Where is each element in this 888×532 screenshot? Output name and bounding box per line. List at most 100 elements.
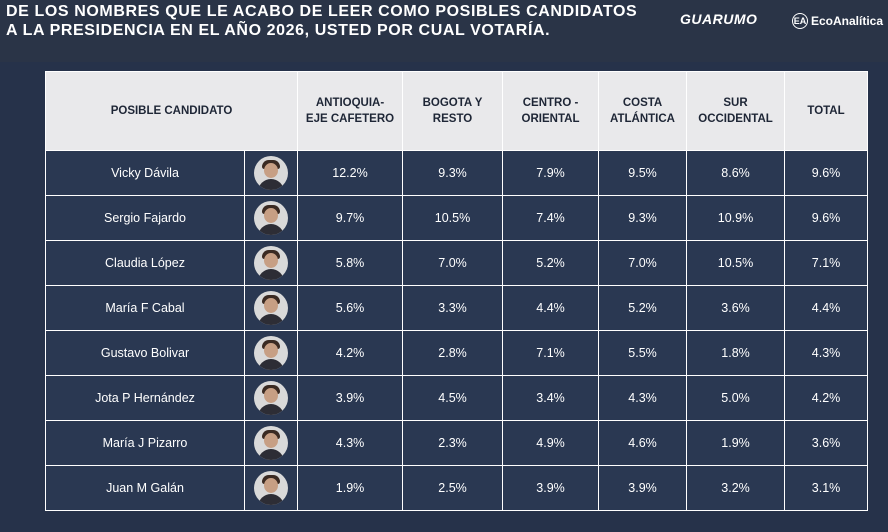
value-cell: 5.2% <box>598 285 688 331</box>
value-cell: 2.3% <box>402 420 504 466</box>
col-header-text: TOTAL <box>807 105 845 117</box>
value-cell: 9.7% <box>297 195 404 241</box>
value-cell: 7.4% <box>502 195 600 241</box>
value-cell: 3.6% <box>784 420 869 466</box>
candidate-name: Vicky Dávila <box>45 150 245 196</box>
table-row: Juan M Galán 1.9% 2.5% 3.9% 3.9% 3.2% 3.1% <box>45 465 869 511</box>
avatar-face <box>264 298 278 313</box>
col-header-text: ORIENTAL <box>521 113 580 125</box>
candidate-name: Gustavo Bolivar <box>45 330 245 376</box>
title-line-2: A LA PRESIDENCIA EN EL AÑO 2026, USTED P… <box>6 22 551 39</box>
value-cell: 3.3% <box>402 285 504 331</box>
value-cell: 8.6% <box>686 150 786 196</box>
value-cell: 7.0% <box>402 240 504 286</box>
value-cell: 10.9% <box>686 195 786 241</box>
candidate-name: María F Cabal <box>45 285 245 331</box>
value-cell: 9.3% <box>402 150 504 196</box>
value-cell: 4.9% <box>502 420 600 466</box>
candidate-avatar <box>254 471 288 505</box>
avatar-shoulders <box>258 179 284 190</box>
value-cell: 7.1% <box>784 240 869 286</box>
table-row: Vicky Dávila 12.2% 9.3% 7.9% 9.5% 8.6% 9.6% <box>45 150 869 196</box>
candidate-name: María J Pizarro <box>45 420 245 466</box>
candidate-photo-cell <box>243 420 299 466</box>
value-cell: 4.4% <box>784 285 869 331</box>
table-row: Sergio Fajardo 9.7% 10.5% 7.4% 9.3% 10.9% 9.6% <box>45 195 869 241</box>
avatar-shoulders <box>258 224 284 235</box>
col-header-text: OCCIDENTAL <box>698 113 773 125</box>
avatar-face <box>264 433 278 448</box>
avatar-shoulders <box>258 359 284 370</box>
guarumo-logo: GUARUMO <box>680 11 758 27</box>
value-cell: 3.6% <box>686 285 786 331</box>
value-cell: 4.6% <box>598 420 688 466</box>
candidate-name: Jota P Hernández <box>45 375 245 421</box>
candidate-photo-cell <box>243 330 299 376</box>
col-header-bogota: BOGOTA Y RESTO <box>402 71 504 151</box>
table-row: Gustavo Bolivar 4.2% 2.8% 7.1% 5.5% 1.8% 4.3% <box>45 330 869 376</box>
value-cell: 5.2% <box>502 240 600 286</box>
value-cell: 3.1% <box>784 465 869 511</box>
avatar-shoulders <box>258 494 284 505</box>
value-cell: 4.3% <box>784 330 869 376</box>
poll-table: POSIBLE CANDIDATO ANTIOQUIA- EJE CAFETERO B… <box>44 71 869 511</box>
col-header-text: ANTIOQUIA- <box>315 97 385 109</box>
value-cell: 2.5% <box>402 465 504 511</box>
table-body: Vicky Dávila 12.2% 9.3% 7.9% 9.5% 8.6% 9.6% Ser… <box>45 150 869 511</box>
candidate-name: Claudia López <box>45 240 245 286</box>
ecoanalitica-logo: EA EcoAnalítica <box>792 10 883 32</box>
value-cell: 4.5% <box>402 375 504 421</box>
value-cell: 7.9% <box>502 150 600 196</box>
table-row: María F Cabal 5.6% 3.3% 4.4% 5.2% 3.6% 4.4% <box>45 285 869 331</box>
candidate-avatar <box>254 336 288 370</box>
col-header-text: COSTA <box>622 97 663 109</box>
candidate-avatar <box>254 156 288 190</box>
avatar-face <box>264 208 278 223</box>
candidate-photo-cell <box>243 375 299 421</box>
value-cell: 4.3% <box>297 420 404 466</box>
candidate-avatar <box>254 291 288 325</box>
avatar-shoulders <box>258 314 284 325</box>
value-cell: 4.2% <box>784 375 869 421</box>
table-row: María J Pizarro 4.3% 2.3% 4.9% 4.6% 1.9% 3.6% <box>45 420 869 466</box>
col-header-text: RESTO <box>432 113 473 125</box>
col-header-text: BOGOTA Y <box>422 97 483 109</box>
value-cell: 4.2% <box>297 330 404 376</box>
col-header-sur: SUR OCCIDENTAL <box>686 71 786 151</box>
page-title: DE LOS NOMBRES QUE LE ACABO DE LEER COMO… <box>6 2 637 40</box>
value-cell: 1.9% <box>686 420 786 466</box>
candidate-photo-cell <box>243 150 299 196</box>
value-cell: 5.0% <box>686 375 786 421</box>
candidate-avatar <box>254 201 288 235</box>
value-cell: 10.5% <box>402 195 504 241</box>
value-cell: 10.5% <box>686 240 786 286</box>
value-cell: 9.6% <box>784 195 869 241</box>
avatar-face <box>264 253 278 268</box>
col-header-costa: COSTA ATLÁNTICA <box>598 71 688 151</box>
value-cell: 12.2% <box>297 150 404 196</box>
value-cell: 9.5% <box>598 150 688 196</box>
value-cell: 2.8% <box>402 330 504 376</box>
title-line-1: DE LOS NOMBRES QUE LE ACABO DE LEER COMO… <box>6 3 638 20</box>
candidate-photo-cell <box>243 465 299 511</box>
value-cell: 5.8% <box>297 240 404 286</box>
value-cell: 5.6% <box>297 285 404 331</box>
value-cell: 9.3% <box>598 195 688 241</box>
col-header-text: SUR <box>723 97 748 109</box>
avatar-face <box>264 163 278 178</box>
value-cell: 1.8% <box>686 330 786 376</box>
candidate-photo-cell <box>243 240 299 286</box>
candidate-avatar <box>254 246 288 280</box>
table-header-row: POSIBLE CANDIDATO ANTIOQUIA- EJE CAFETERO B… <box>44 71 869 151</box>
col-header-text: ATLÁNTICA <box>610 113 675 125</box>
value-cell: 3.2% <box>686 465 786 511</box>
avatar-shoulders <box>258 449 284 460</box>
candidate-avatar <box>254 426 288 460</box>
table-row: Claudia López 5.8% 7.0% 5.2% 7.0% 10.5% 7.1% <box>45 240 869 286</box>
col-header-total: TOTAL <box>784 71 869 151</box>
value-cell: 3.9% <box>502 465 600 511</box>
value-cell: 7.1% <box>502 330 600 376</box>
value-cell: 7.0% <box>598 240 688 286</box>
candidate-photo-cell <box>243 285 299 331</box>
candidate-avatar <box>254 381 288 415</box>
